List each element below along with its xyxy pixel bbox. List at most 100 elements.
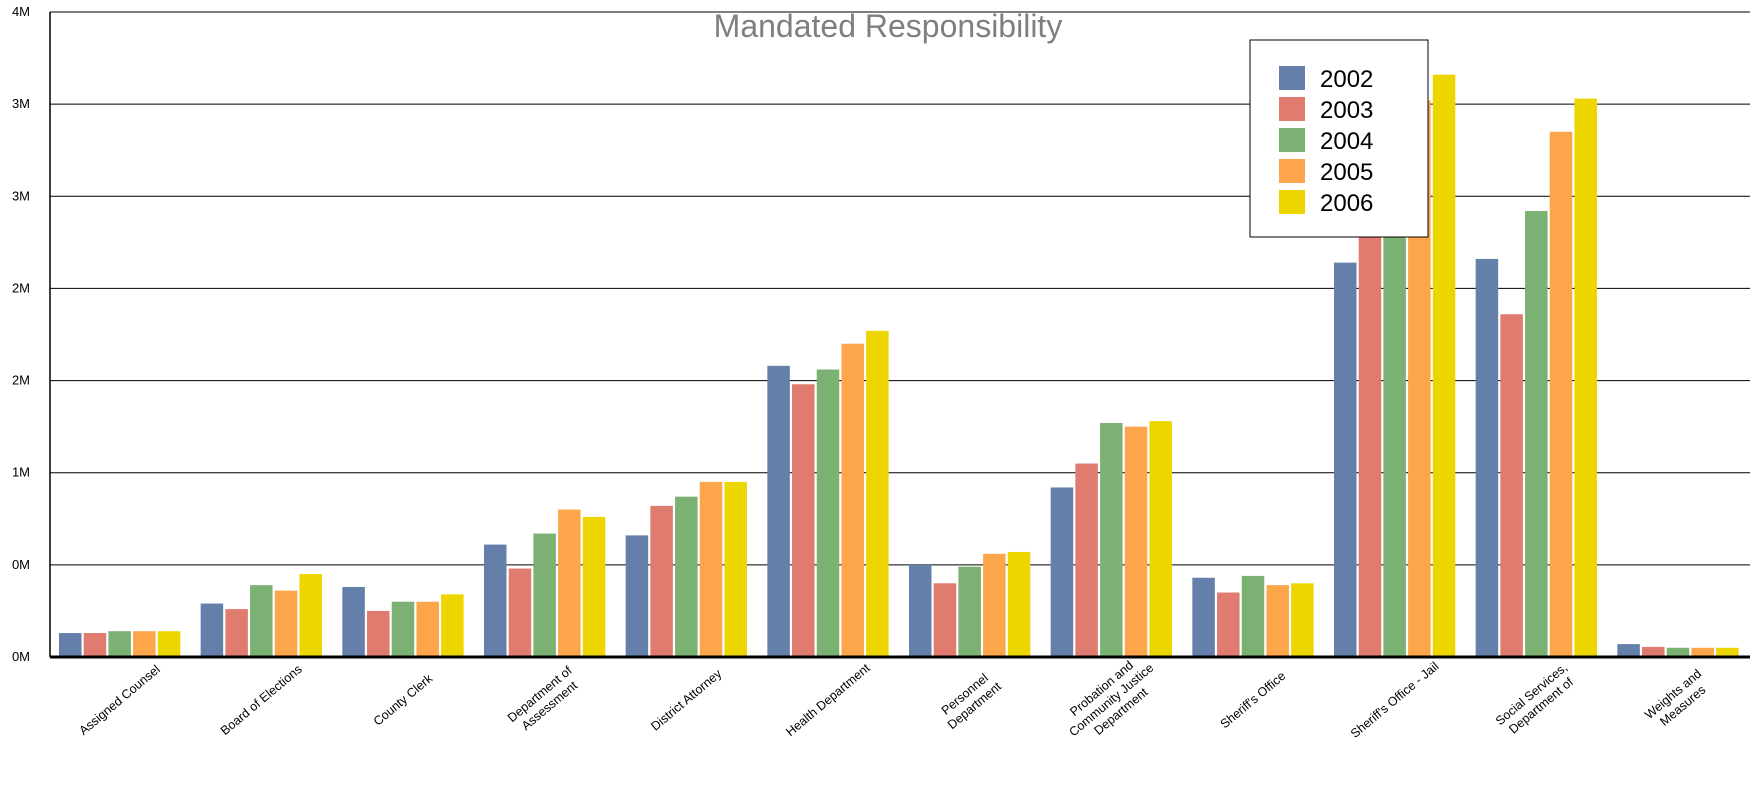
bar-sheriff-s-office-2006 [1291, 583, 1314, 657]
bar-health-department-2004 [816, 369, 840, 657]
bar-personnel-department-2003 [933, 583, 957, 657]
bar-health-department-2003 [792, 384, 815, 657]
bar-assigned-counsel-2002 [59, 633, 82, 657]
legend-label-2003: 2003 [1320, 97, 1373, 124]
bar-district-attorney-2004 [675, 496, 698, 657]
bar-department-of-assessment-2004 [533, 533, 556, 657]
bar-probation-and-community-justice-department-2006 [1149, 421, 1172, 657]
bar-probation-and-community-justice-department-2004 [1100, 422, 1123, 657]
bar-health-department-2002 [767, 365, 790, 657]
legend: 2002 2003 2004 2005 2006 [1249, 39, 1429, 238]
legend-swatch-2006 [1279, 190, 1305, 214]
category-label-board-of-elections: Board of Elections [218, 662, 305, 738]
legend-swatch-2005 [1279, 159, 1305, 183]
category-label-line: Board of Elections [218, 662, 305, 738]
category-label-line: Sheriff's Office [1218, 669, 1289, 731]
bar-weights-and-measures-2004 [1666, 647, 1690, 657]
category-labels: Assigned Counsel Board of Elections County… [77, 658, 1709, 741]
bar-district-attorney-2005 [699, 481, 723, 657]
y-tick-label: 1M [12, 465, 30, 480]
bar-social-services-department-of-2003 [1500, 314, 1523, 657]
bar-assigned-counsel-2003 [83, 633, 107, 657]
y-tick-label: 2M [12, 373, 30, 388]
bar-department-of-assessment-2003 [508, 568, 532, 657]
bar-probation-and-community-justice-department-2003 [1075, 463, 1098, 657]
bar-assigned-counsel-2005 [133, 631, 156, 657]
legend-label-2005: 2005 [1320, 159, 1373, 186]
bar-social-services-department-of-2005 [1549, 131, 1573, 658]
bar-board-of-elections-2005 [274, 590, 298, 657]
bar-county-clerk-2005 [416, 601, 439, 657]
category-label-assigned-counsel: Assigned Counsel [77, 662, 163, 737]
bar-social-services-department-of-2002 [1475, 258, 1499, 657]
y-tick-label: 2M [12, 280, 30, 295]
category-label-line: Sheriff's Office - Jail [1348, 659, 1441, 741]
legend-label-2004: 2004 [1320, 128, 1373, 155]
bar-personnel-department-2006 [1007, 551, 1031, 657]
bar-weights-and-measures-2005 [1691, 647, 1714, 657]
bar-county-clerk-2004 [391, 601, 415, 657]
category-label-line: Assigned Counsel [77, 662, 163, 737]
legend-items: 2002 2003 2004 2005 2006 [1279, 66, 1373, 217]
bar-sheriff-s-office-2003 [1217, 592, 1240, 657]
category-label-line: Health Department [783, 661, 873, 740]
bar-county-clerk-2003 [367, 610, 390, 657]
bar-department-of-assessment-2005 [558, 509, 581, 657]
bar-county-clerk-2002 [342, 586, 365, 657]
bar-sheriff-s-office-2002 [1192, 577, 1215, 657]
bar-department-of-assessment-2006 [582, 516, 606, 657]
legend-label-2002: 2002 [1320, 66, 1373, 93]
bar-board-of-elections-2003 [225, 609, 248, 657]
bar-weights-and-measures-2006 [1716, 647, 1739, 657]
bar-sheriff-s-office-jail-2004 [1383, 203, 1406, 657]
bar-sheriff-s-office-2005 [1266, 585, 1289, 657]
bar-sheriff-s-office-jail-2006 [1432, 74, 1456, 657]
bar-board-of-elections-2002 [200, 603, 224, 657]
bar-assigned-counsel-2006 [157, 631, 181, 657]
bar-health-department-2006 [866, 330, 889, 657]
bar-sheriff-s-office-2004 [1241, 575, 1265, 657]
bar-board-of-elections-2004 [250, 585, 273, 657]
y-tick-label: 4M [12, 4, 30, 19]
bars [59, 74, 1739, 658]
y-tick-labels: 0M 0M 1M 2M 2M 3M 3M 4M [12, 4, 30, 664]
legend-swatch-2002 [1279, 66, 1305, 90]
bar-probation-and-community-justice-department-2005 [1124, 426, 1148, 657]
bar-social-services-department-of-2004 [1525, 211, 1548, 657]
category-label-sheriff-s-office: Sheriff's Office [1218, 669, 1289, 731]
bar-board-of-elections-2006 [299, 574, 322, 657]
bar-probation-and-community-justice-department-2002 [1050, 487, 1074, 657]
bar-district-attorney-2003 [650, 505, 673, 657]
bar-district-attorney-2006 [724, 481, 747, 657]
y-tick-label: 3M [12, 188, 30, 203]
bar-personnel-department-2002 [909, 564, 932, 657]
legend-swatch-2004 [1279, 128, 1305, 152]
gridlines [50, 11, 1750, 566]
bar-personnel-department-2005 [983, 553, 1006, 657]
bar-weights-and-measures-2002 [1617, 644, 1640, 657]
y-tick-label: 3M [12, 96, 30, 111]
bar-county-clerk-2006 [441, 594, 464, 657]
category-label-line: District Attorney [648, 666, 725, 733]
chart-title: Mandated Responsibility [714, 8, 1063, 44]
category-label-district-attorney: District Attorney [648, 666, 725, 733]
legend-swatch-2003 [1279, 97, 1305, 121]
category-label-sheriff-s-office-jail: Sheriff's Office - Jail [1348, 659, 1441, 741]
bar-health-department-2005 [841, 343, 864, 657]
bar-sheriff-s-office-jail-2003 [1358, 220, 1382, 657]
bar-department-of-assessment-2002 [484, 544, 507, 657]
category-label-health-department: Health Department [783, 661, 873, 740]
bar-district-attorney-2002 [625, 535, 649, 657]
axes [49, 12, 1750, 659]
bar-assigned-counsel-2004 [108, 631, 131, 657]
bar-sheriff-s-office-jail-2002 [1334, 262, 1357, 657]
bar-personnel-department-2004 [958, 566, 981, 657]
y-tick-label: 0M [12, 649, 30, 664]
bar-social-services-department-of-2006 [1574, 98, 1597, 658]
y-tick-label: 0M [12, 557, 30, 572]
legend-label-2006: 2006 [1320, 190, 1373, 217]
category-label-county-clerk: County Clerk [371, 671, 436, 729]
